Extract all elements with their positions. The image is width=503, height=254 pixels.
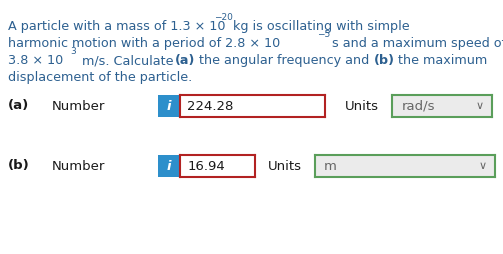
Text: (a): (a) <box>175 54 195 67</box>
Text: Units: Units <box>345 100 379 113</box>
Text: ∨: ∨ <box>478 161 486 171</box>
Text: 224.28: 224.28 <box>187 100 233 113</box>
Text: the maximum: the maximum <box>394 54 487 67</box>
Text: displacement of the particle.: displacement of the particle. <box>8 71 192 84</box>
Text: (a): (a) <box>8 100 29 113</box>
Text: i: i <box>167 100 171 113</box>
Text: s and a maximum speed of: s and a maximum speed of <box>328 37 503 50</box>
Text: −5: −5 <box>317 30 330 39</box>
Text: ∨: ∨ <box>476 101 484 111</box>
Text: 3: 3 <box>70 47 76 56</box>
Text: 3.8 × 10: 3.8 × 10 <box>8 54 63 67</box>
Text: A particle with a mass of 1.3 × 10: A particle with a mass of 1.3 × 10 <box>8 20 225 33</box>
Text: kg is oscillating with simple: kg is oscillating with simple <box>229 20 409 33</box>
Text: i: i <box>167 160 171 172</box>
Text: 16.94: 16.94 <box>188 160 225 172</box>
Text: m/s. Calculate: m/s. Calculate <box>78 54 178 67</box>
Text: (b): (b) <box>374 54 395 67</box>
Text: the angular frequency and: the angular frequency and <box>195 54 373 67</box>
Text: Units: Units <box>268 160 302 172</box>
Text: −20: −20 <box>214 13 233 22</box>
Text: Number: Number <box>52 160 105 172</box>
Text: rad/s: rad/s <box>402 100 436 113</box>
Text: m: m <box>324 160 337 172</box>
Text: (b): (b) <box>8 160 30 172</box>
Text: Number: Number <box>52 100 105 113</box>
Text: harmonic motion with a period of 2.8 × 10: harmonic motion with a period of 2.8 × 1… <box>8 37 280 50</box>
